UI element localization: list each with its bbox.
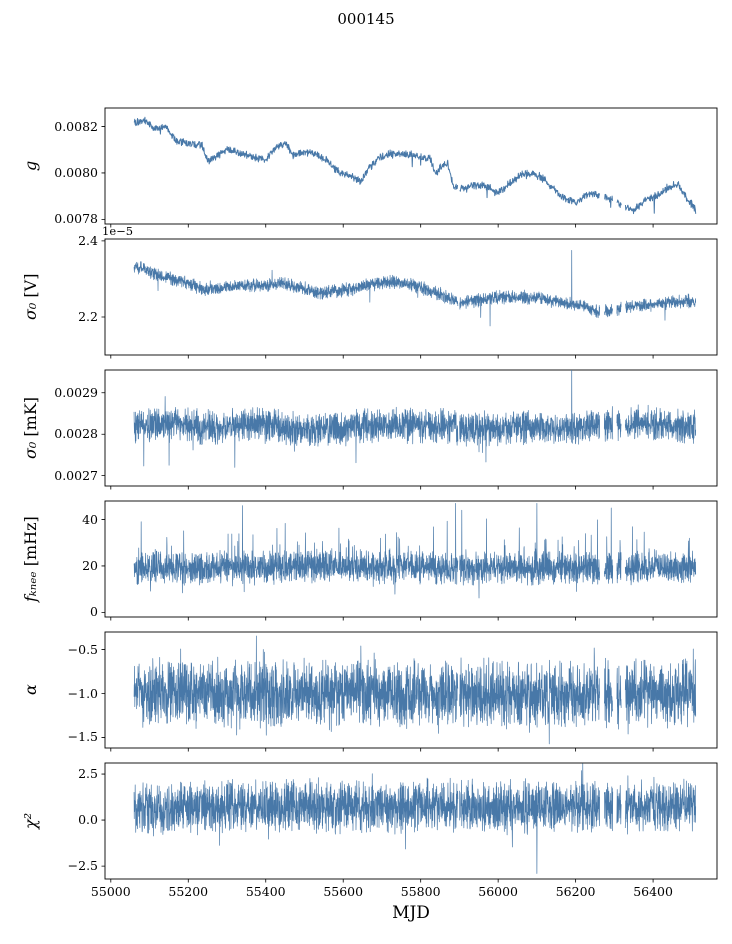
y-tick-label: 20 xyxy=(82,557,98,573)
y-axis-label-sigma0-v: σ₀ [V] xyxy=(21,239,43,355)
y-tick-label: −1.5 xyxy=(67,729,98,745)
x-axis-label: MJD xyxy=(392,903,430,923)
y-tick-label: 0.0082 xyxy=(54,118,98,134)
panel-sigma0-v: 1e−5 σ₀ [V] 2.2 2.4 xyxy=(21,224,726,364)
panel-g: g 0.0078 0.0080 0.0082 xyxy=(21,99,726,233)
y-tick-label: 0 xyxy=(90,604,98,620)
panel-sigma0-mk: σ₀ [mK] 0.0027 0.0028 0.0029 xyxy=(21,361,726,495)
plot-canvas-g xyxy=(96,99,726,233)
plot-canvas-sigma0-v xyxy=(96,230,726,364)
y-axis-symbol: σ₀ xyxy=(21,302,40,321)
plot-canvas-alpha xyxy=(96,623,726,757)
y-tick-label: 0.0080 xyxy=(54,164,98,180)
plot-canvas-chi2 xyxy=(96,754,726,888)
x-tick-label: 56000 xyxy=(478,884,519,899)
y-tick-label: 0.0078 xyxy=(54,211,98,227)
axis-offset-text: 1e−5 xyxy=(102,224,134,238)
panel-chi2: χ² −2.5 0.0 2.5 xyxy=(21,754,726,888)
y-axis-label-fknee: fₖₙₑₑ [mHz] xyxy=(21,501,43,617)
y-tick-label: 2.4 xyxy=(78,232,98,248)
y-axis-unit: [mK] xyxy=(21,396,40,442)
y-tick-label: 0.0 xyxy=(78,812,98,828)
y-axis-unit: [mHz] xyxy=(21,516,40,572)
x-tick-label: 55200 xyxy=(168,884,209,899)
x-tick-label: 55800 xyxy=(400,884,441,899)
x-tick-label: 55400 xyxy=(245,884,286,899)
x-tick-label: 56200 xyxy=(555,884,596,899)
y-tick-label: 0.0028 xyxy=(54,426,98,442)
y-axis-symbol: σ₀ xyxy=(21,441,40,460)
y-tick-label: 0.0029 xyxy=(54,384,98,400)
y-tick-label: 0.0027 xyxy=(54,467,98,483)
plot-canvas-fknee xyxy=(96,492,726,626)
y-axis-label-sigma0-mk: σ₀ [mK] xyxy=(21,370,43,486)
x-tick-label: 56400 xyxy=(633,884,673,899)
y-axis-symbol: g xyxy=(21,160,40,172)
x-tick-labels: 55000 55200 55400 55600 55800 56000 56200 56400 xyxy=(91,884,717,902)
y-axis-unit: [V] xyxy=(21,273,40,303)
plot-canvas-sigma0-mk xyxy=(96,361,726,495)
y-tick-label: 2.5 xyxy=(78,766,98,782)
y-axis-symbol: fₖₙₑₑ xyxy=(21,571,40,602)
y-tick-label: 2.2 xyxy=(78,308,98,324)
panel-alpha: α −0.5 −1.0 −1.5 xyxy=(21,623,726,757)
x-tick-label: 55000 xyxy=(90,884,131,899)
y-axis-label-alpha: α xyxy=(21,632,43,748)
y-tick-label: −1.0 xyxy=(67,685,98,701)
y-axis-label-g: g xyxy=(21,108,43,224)
panel-fknee: fₖₙₑₑ [mHz] 0 20 40 xyxy=(21,492,726,626)
y-axis-symbol: α xyxy=(21,684,40,696)
x-tick-label: 55600 xyxy=(323,884,364,899)
y-tick-label: −2.5 xyxy=(67,858,98,874)
figure-title: 000145 xyxy=(337,10,395,28)
y-axis-symbol: χ² xyxy=(21,812,40,830)
y-axis-label-chi2: χ² xyxy=(21,763,43,879)
y-tick-label: 40 xyxy=(82,511,98,527)
y-tick-label: −0.5 xyxy=(67,641,98,657)
